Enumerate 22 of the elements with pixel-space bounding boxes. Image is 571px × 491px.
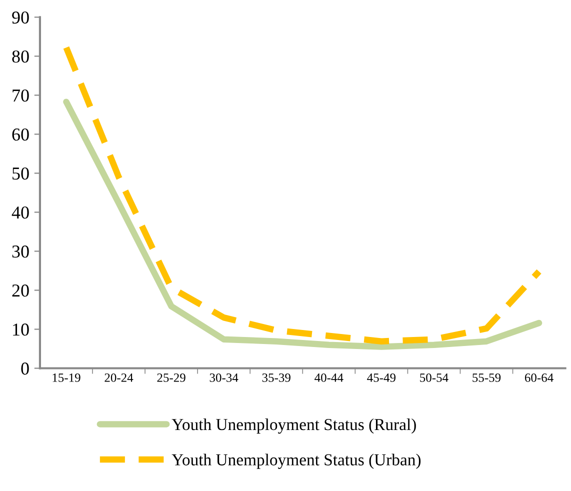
x-tick-label: 25-29 (157, 374, 186, 382)
legend-label: Youth Unemployment Status (Rural) (172, 418, 416, 434)
x-tick-label: 30-34 (210, 373, 238, 382)
y-tick-label: 70 (12, 89, 29, 102)
x-tick-label: 20-24 (104, 373, 134, 382)
y-tick-label: 20 (12, 284, 29, 297)
y-tick-label: 10 (13, 324, 29, 336)
x-tick-label: 45-49 (367, 374, 396, 382)
legend-label: Youth Unemployment Status (Urban) (172, 454, 421, 469)
y-tick-label: 60 (12, 128, 29, 141)
y-tick-label: 30 (12, 245, 29, 258)
y-tick-label: 80 (12, 50, 29, 63)
x-tick-label: 50-54 (420, 373, 448, 382)
x-tick-label: 60-64 (524, 373, 554, 382)
x-tick-label: 15-19 (52, 374, 80, 382)
x-tick-label: 55-59 (472, 374, 501, 382)
y-tick-label: 90 (12, 11, 29, 24)
y-tick-label: 50 (12, 167, 29, 180)
y-tick-label: 0 (21, 362, 29, 375)
y-tick-label: 40 (12, 206, 29, 219)
x-tick-label: 35-39 (262, 374, 290, 382)
x-tick-label: 40-44 (314, 373, 344, 382)
